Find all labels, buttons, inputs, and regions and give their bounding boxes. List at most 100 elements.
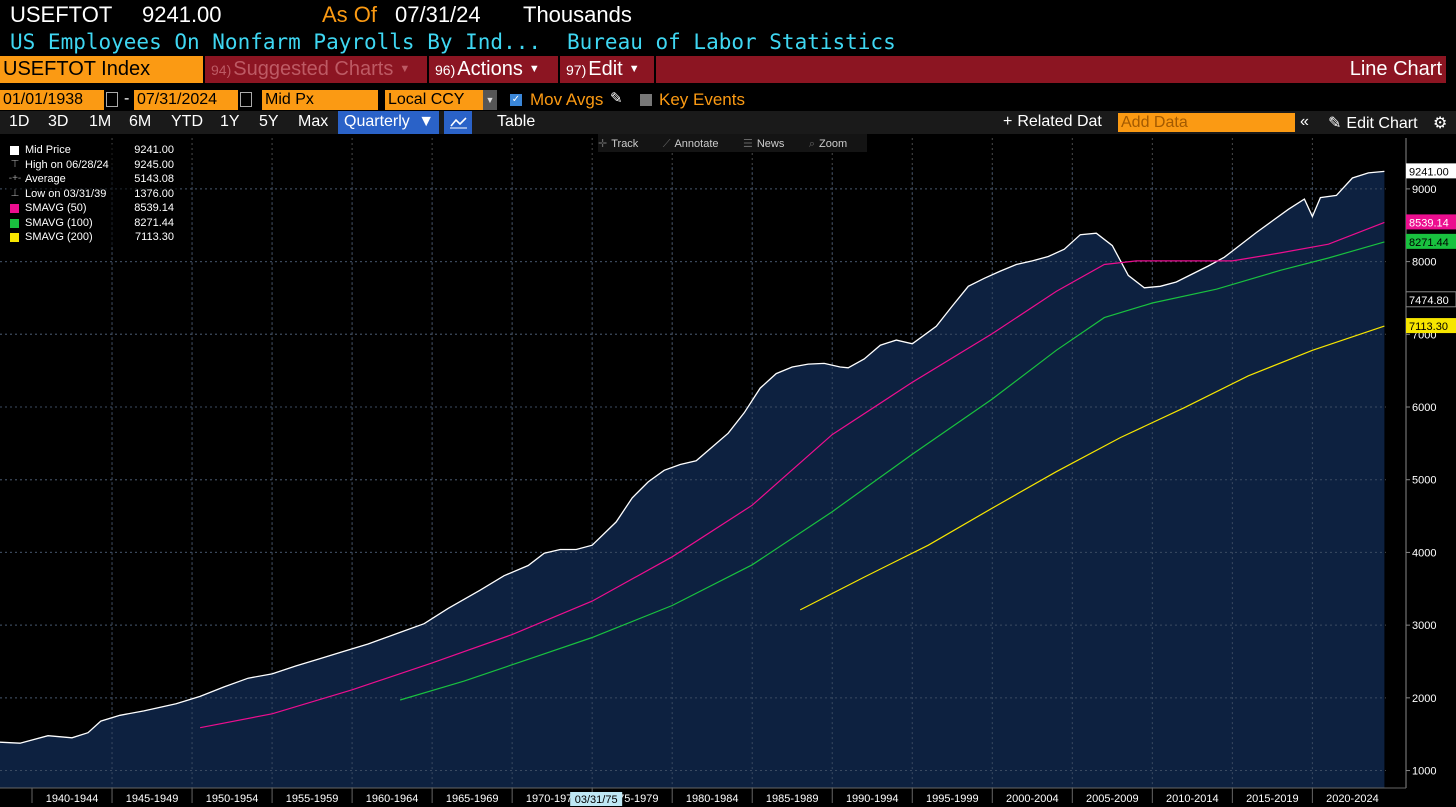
edit-chart-label: Edit Chart	[1346, 115, 1418, 132]
legend-label: High on 06/28/24	[25, 158, 109, 171]
price-area-fill	[0, 171, 1385, 788]
chart-type-label[interactable]: Line Chart	[1349, 58, 1442, 80]
legend-value: 5143.08	[134, 173, 174, 185]
table-button[interactable]: Table	[497, 113, 536, 130]
y-tick-label: 2000	[1412, 693, 1436, 705]
related-data-button[interactable]: + Related Dat	[1003, 113, 1102, 131]
zoom-tool[interactable]: ⌕ Zoom	[809, 138, 857, 150]
end-date-field[interactable]: 07/31/2024	[134, 90, 238, 110]
menu-bar: USEFTOT Index 94) Suggested Charts ▼ 96) Ac…	[0, 56, 1446, 83]
period-1m[interactable]: 1M	[89, 113, 112, 130]
key-events-checkbox[interactable]	[640, 94, 652, 106]
period-5y[interactable]: 5Y	[259, 113, 279, 130]
sma-line-200	[799, 325, 1385, 611]
period-6m[interactable]: 6M	[129, 113, 152, 130]
period-max[interactable]: Max	[298, 113, 329, 130]
legend-label: SMAVG (100)	[25, 216, 93, 229]
x-tick-label: 1985-1989	[766, 793, 819, 805]
period-3d[interactable]: 3D	[48, 113, 69, 130]
line-chart-icon[interactable]	[444, 111, 472, 134]
legend-value: 1376.00	[134, 187, 174, 200]
price-chart[interactable]: 1000200030004000500060007000800090009241…	[0, 134, 1456, 807]
legend-swatch	[10, 204, 19, 213]
frequency-select[interactable]: Quarterly ▼	[338, 111, 439, 134]
chevron-down-icon: ▼	[628, 63, 640, 75]
key-events-label[interactable]: Key Events	[659, 90, 745, 109]
legend-label: SMAVG (200)	[25, 231, 93, 243]
period-ytd[interactable]: YTD	[171, 113, 203, 130]
chart-tools: ✛ Track ⟋ Annotate ☰ News ⌕ Zoom	[598, 134, 868, 152]
crosshair-icon: ✛	[598, 138, 608, 150]
legend-label: SMAVG (50)	[25, 202, 87, 214]
x-tick-label: 2005-2009	[1086, 793, 1139, 805]
chart-legend: Mid Price 9241.00 ⊤ High on 06/28/24 924…	[6, 144, 178, 246]
start-date-field[interactable]: 01/01/1938	[0, 90, 104, 110]
security-input[interactable]: USEFTOT Index	[0, 56, 203, 83]
legend-row[interactable]: SMAVG (50) 8539.14	[6, 202, 178, 217]
price-type-field[interactable]: Mid Px	[262, 90, 378, 110]
y-tick-label: 1000	[1412, 766, 1436, 778]
magnifier-icon: ⌕	[808, 138, 815, 150]
edit-menu[interactable]: 97) Edit ▼	[558, 56, 654, 83]
calendar-icon[interactable]	[240, 92, 252, 107]
high-marker-icon: ⊤	[10, 158, 20, 170]
annotate-label: Annotate	[674, 138, 719, 150]
period-1d[interactable]: 1D	[9, 113, 30, 130]
legend-row[interactable]: SMAVG (100) 8271.44	[6, 217, 178, 232]
x-tick-label: 2010-2014	[1166, 793, 1219, 805]
track-tool[interactable]: ✛ Track	[598, 138, 648, 150]
collapse-icon[interactable]: «	[1300, 113, 1309, 130]
news-label: News	[756, 138, 785, 150]
track-label: Track	[611, 138, 639, 150]
controls-bar: 01/01/1938 - 07/31/2024 Mid Px Local CCY…	[0, 88, 1456, 112]
edit-chart-button[interactable]: ✎ Edit Chart	[1328, 113, 1418, 133]
mov-avgs-label[interactable]: Mov Avgs	[530, 90, 604, 109]
legend-row[interactable]: SMAVG (200) 7113.30	[6, 231, 178, 246]
y-tick-label: 3000	[1412, 620, 1436, 632]
low-marker-icon: ⊥	[10, 187, 20, 199]
security-description: US Employees On Nonfarm Payrolls By Ind.…	[10, 30, 542, 54]
annotate-icon: ⟋	[662, 138, 671, 150]
legend-value: 8539.14	[134, 202, 174, 214]
legend-row[interactable]: ⊥ Low on 03/31/39 1376.00	[6, 188, 178, 203]
value-tag-label: 7113.30	[1409, 321, 1448, 333]
calendar-icon[interactable]	[106, 92, 118, 107]
x-tick-label: 2015-2019	[1246, 793, 1299, 805]
annotate-tool[interactable]: ⟋ Annotate	[663, 138, 729, 150]
legend-swatch	[10, 233, 19, 242]
period-1y[interactable]: 1Y	[220, 113, 240, 130]
menu-label: Suggested Charts	[233, 58, 394, 80]
sma-line-50	[199, 221, 1385, 729]
add-data-input[interactable]: Add Data	[1118, 113, 1295, 132]
mov-avgs-checkbox[interactable]: ✓	[510, 94, 522, 106]
pencil-icon[interactable]: ✎	[610, 90, 623, 107]
value-tag	[1406, 163, 1456, 179]
suggested-charts-menu[interactable]: 94) Suggested Charts ▼	[203, 56, 427, 83]
value-tag-label: 9241.00	[1409, 166, 1449, 178]
crosshair-date-tag	[570, 792, 623, 806]
legend-value: 9241.00	[134, 144, 174, 156]
value-tag	[1406, 233, 1456, 249]
menu-label: Edit	[588, 58, 623, 80]
gear-icon[interactable]: ⚙	[1433, 115, 1448, 132]
news-tool[interactable]: ☰ News	[743, 138, 794, 150]
x-tick-label: 1970-1974	[526, 793, 579, 805]
menu-number: 94)	[211, 62, 232, 78]
x-tick-label: 1955-1959	[286, 793, 339, 805]
legend-row[interactable]: -+- Average 5143.08	[6, 173, 178, 188]
currency-select[interactable]: Local CCY	[385, 90, 483, 110]
legend-row[interactable]: ⊤ High on 06/28/24 9245.00	[6, 159, 178, 174]
legend-row[interactable]: Mid Price 9241.00	[6, 144, 178, 159]
period-toolbar: 1D 3D 1M 6M YTD 1Y 5Y Max Quarterly ▼ Ta…	[0, 111, 1456, 134]
x-tick-label: 1940-1944	[46, 793, 99, 805]
last-value: 9241.00	[142, 2, 222, 27]
legend-value: 8271.44	[134, 216, 174, 229]
chevron-down-icon[interactable]: ▼	[483, 90, 497, 110]
x-tick-label: 2020-2024	[1326, 793, 1379, 805]
actions-menu[interactable]: 96) Actions ▼	[427, 56, 558, 83]
news-icon: ☰	[742, 138, 753, 150]
x-tick-label: 1950-1954	[206, 793, 259, 805]
related-data-label: Related Dat	[1017, 113, 1102, 130]
x-tick-label: 1965-1969	[446, 793, 499, 805]
y-tick-label: 6000	[1412, 402, 1436, 414]
